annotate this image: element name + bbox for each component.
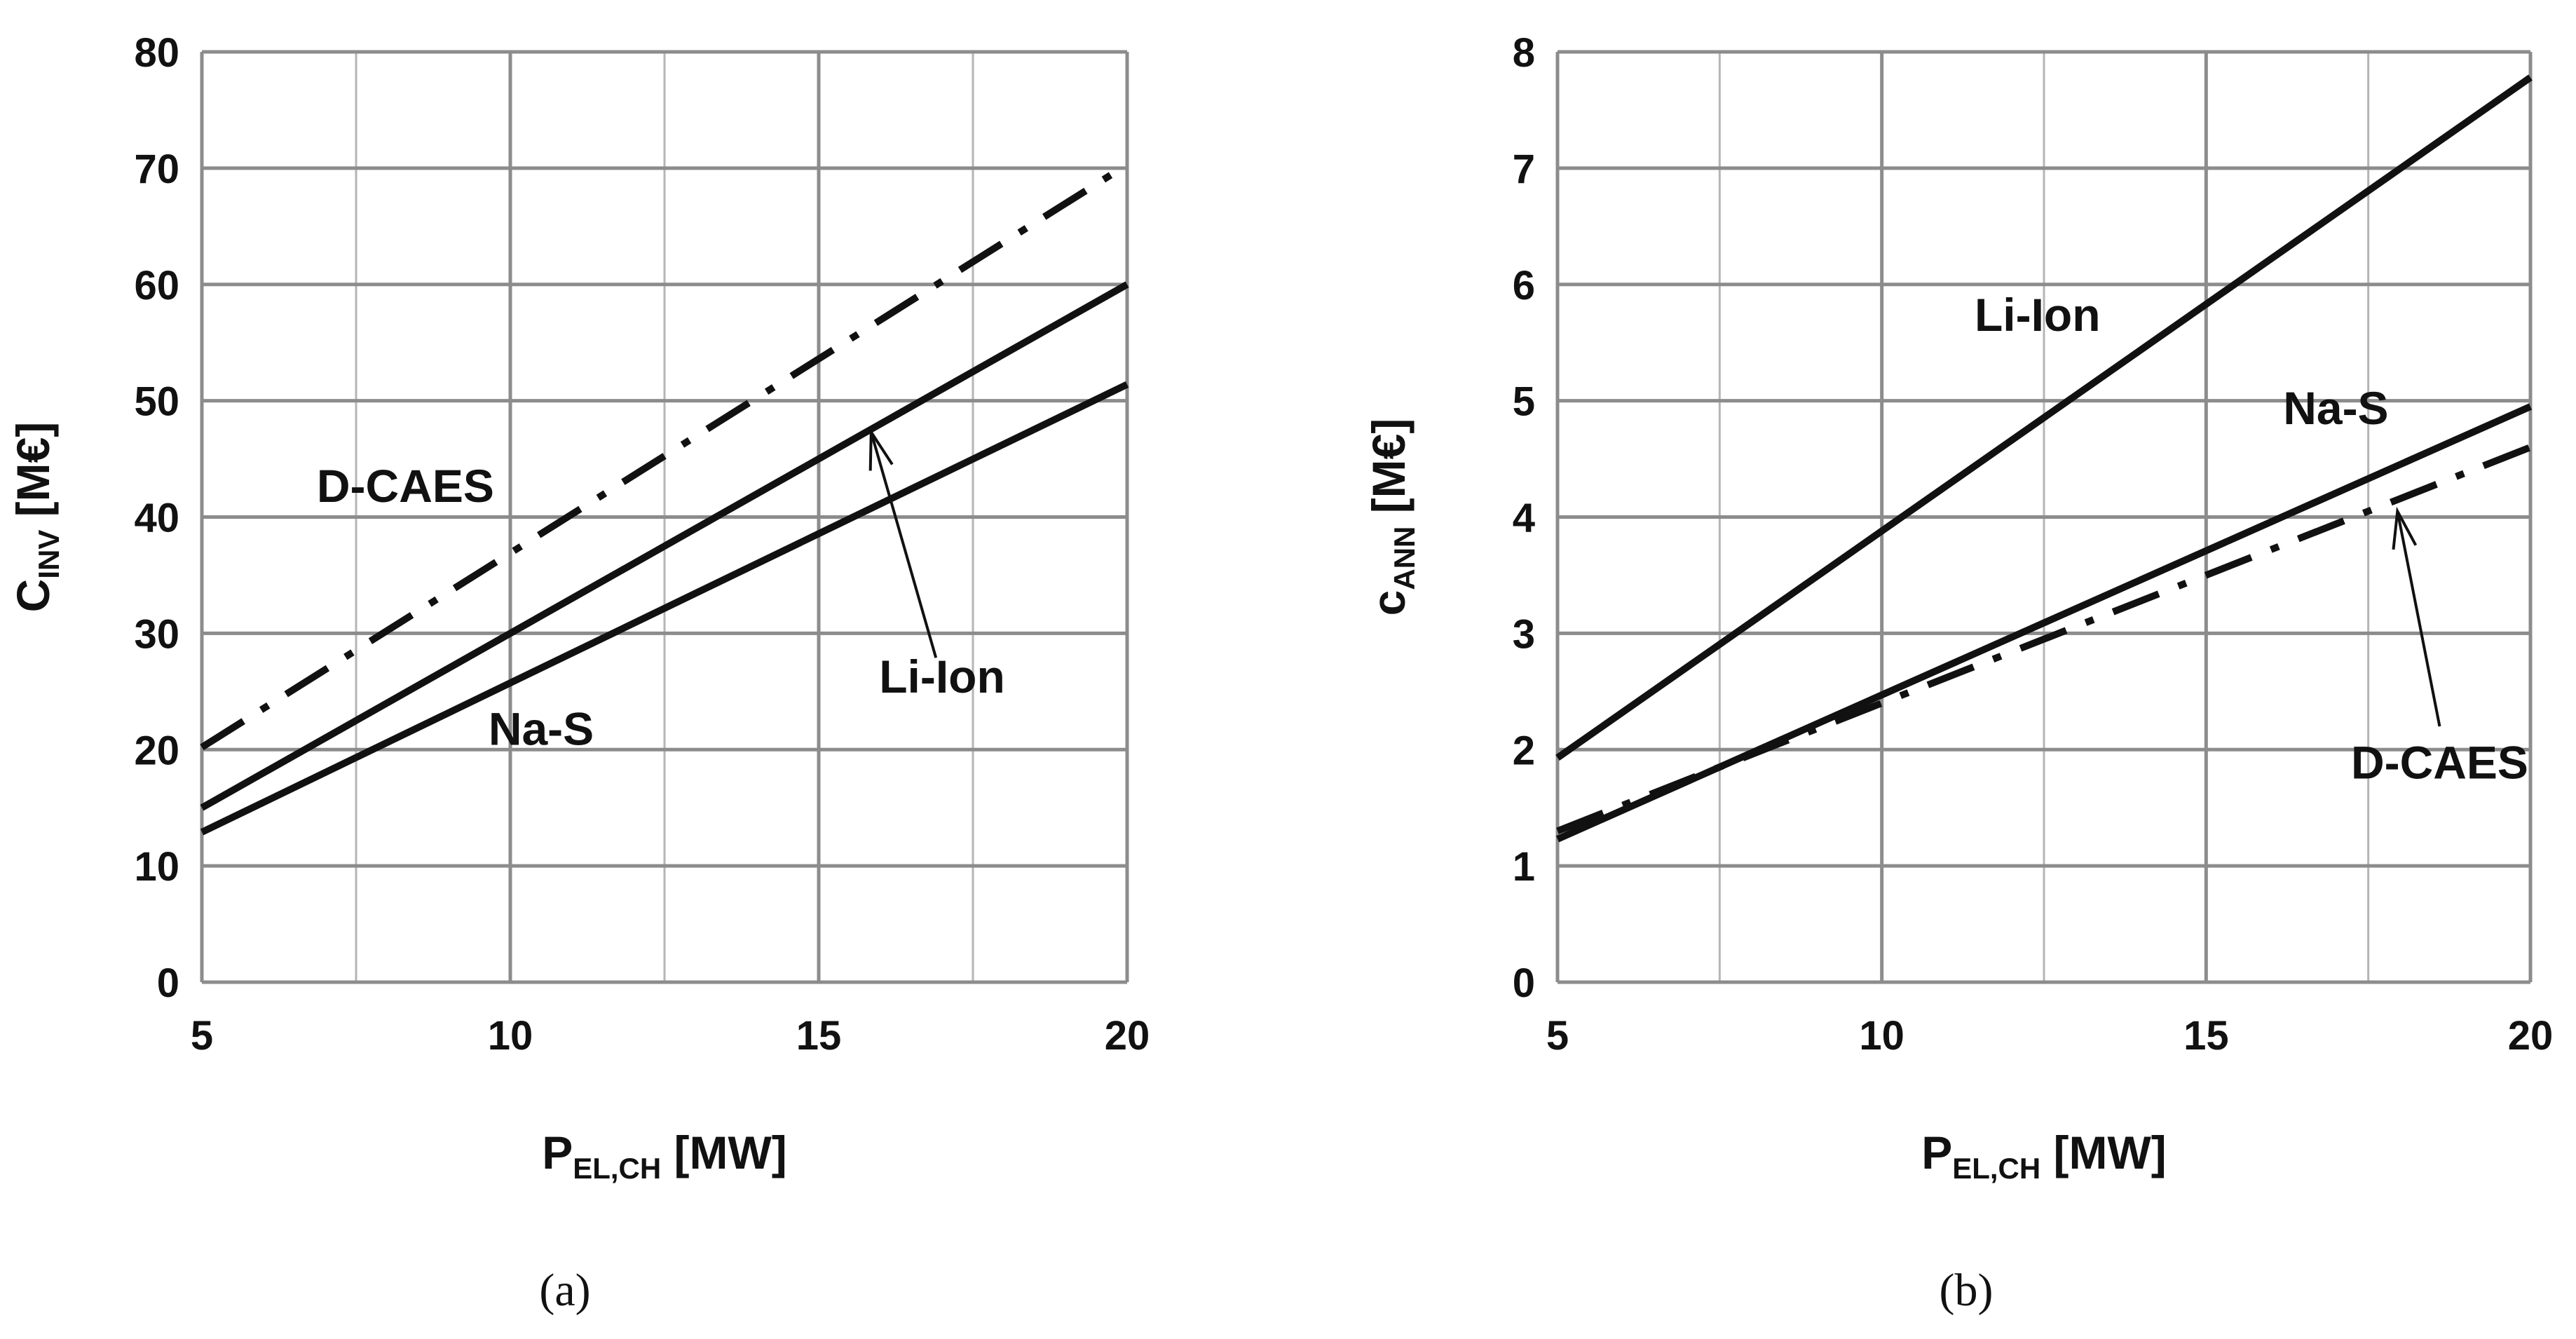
panel-caption: (b)	[1940, 1265, 1994, 1316]
series-line-li-ion	[200, 281, 1129, 811]
x-axis-title: PEL,CH [MW]	[1921, 1127, 2167, 1185]
y-tick-label: 10	[134, 844, 179, 890]
series-label-d-caes: D-CAES	[317, 460, 494, 512]
series-line-d-caes	[200, 161, 1129, 751]
y-tick-label: 3	[1513, 611, 1535, 657]
y-tick-label: 80	[134, 30, 179, 76]
y-tick-label: 60	[134, 263, 179, 308]
y-tick-label: 5	[1513, 379, 1535, 425]
series-label-na-s: Na-S	[489, 703, 594, 755]
y-axis-title: cANN [M€]	[1363, 419, 1421, 616]
panel-caption: (a)	[539, 1265, 590, 1316]
y-tick-label: 20	[134, 728, 179, 773]
chart-panel-b: 0 1 2 3 4 5 6 7 8 5 10 15 20 Li-Ion Na-S D-CAES PEL,CH […	[1363, 30, 2553, 1316]
x-axis-title: PEL,CH [MW]	[542, 1127, 787, 1185]
x-tick-label: 10	[488, 1013, 533, 1059]
y-tick-label: 0	[157, 960, 179, 1006]
x-tick-label: 20	[2508, 1013, 2554, 1059]
y-tick-label: 2	[1513, 728, 1535, 773]
series-line-li-ion	[1555, 74, 2533, 761]
series-label-li-ion: Li-Ion	[1975, 289, 2101, 341]
y-tick-label: 4	[1513, 496, 1535, 541]
x-tick-label: 15	[796, 1013, 842, 1059]
y-tick-label: 40	[134, 496, 179, 541]
series-line-na-s	[200, 381, 1129, 836]
y-tick-label: 0	[1513, 960, 1535, 1006]
x-tick-label: 5	[191, 1013, 213, 1059]
y-tick-label: 50	[134, 379, 179, 425]
annotation-arrowhead	[2392, 506, 2418, 550]
y-tick-label: 8	[1513, 30, 1535, 76]
x-tick-label: 15	[2183, 1013, 2229, 1059]
annotation-arrow	[2396, 510, 2441, 727]
y-tick-label: 6	[1513, 263, 1535, 308]
annotation-arrow	[869, 431, 938, 658]
x-tick-label: 5	[1546, 1013, 1569, 1059]
series-label-d-caes: D-CAES	[2351, 737, 2528, 789]
annotation-arrowhead	[868, 427, 894, 471]
x-tick-label: 20	[1105, 1013, 1150, 1059]
y-axis-title: CINV [M€]	[7, 422, 65, 613]
series-label-li-ion: Li-Ion	[879, 651, 1005, 702]
y-tick-label: 7	[1513, 147, 1535, 192]
series-label-na-s: Na-S	[2283, 382, 2388, 434]
y-tick-label: 70	[134, 147, 179, 192]
y-tick-label: 30	[134, 611, 179, 657]
y-tick-label: 1	[1513, 844, 1535, 890]
x-tick-label: 10	[1859, 1013, 1904, 1059]
chart-panel-a: 0 10 20 30 40 50 60 70 80 5 10 15 20 D-CAES Na-S Li-Ion…	[7, 30, 1150, 1316]
series-line-d-caes	[1556, 444, 2532, 835]
